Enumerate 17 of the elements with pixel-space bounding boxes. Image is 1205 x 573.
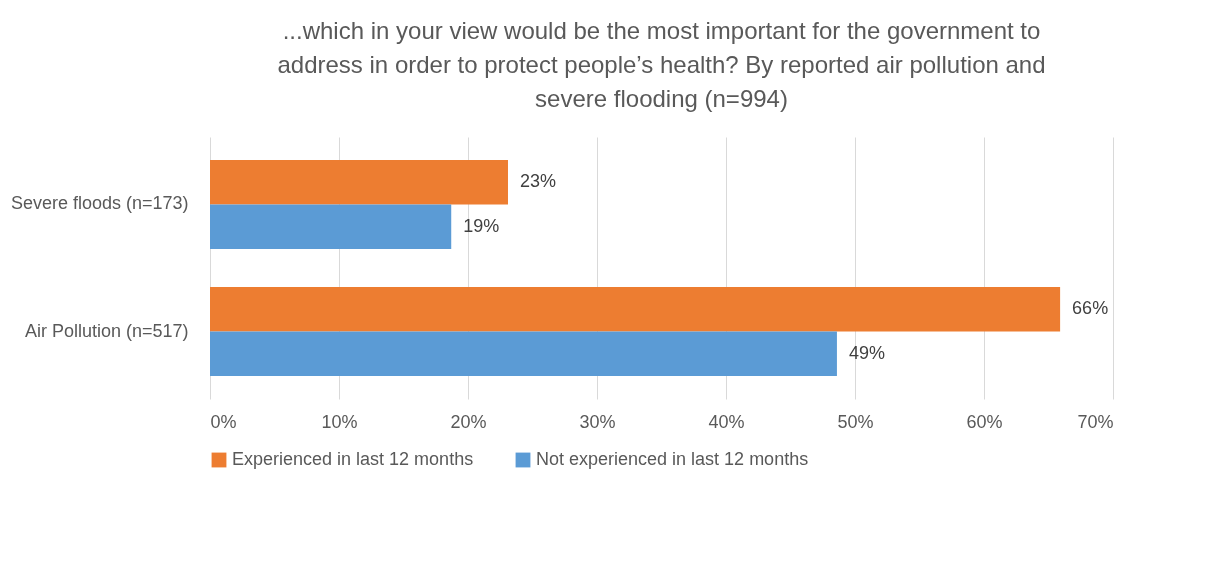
data-label: 19% [463,215,500,236]
legend-label: Experienced in last 12 months [232,449,474,469]
legend-label: Not experienced in last 12 months [536,449,809,469]
x-tick-label: 60% [966,411,1003,432]
x-tick-label: 30% [579,411,616,432]
x-tick-label: 0% [210,411,237,432]
data-label: 23% [519,171,557,192]
x-tick-label: 40% [708,411,745,432]
x-tick-label: 70% [1077,411,1114,432]
x-tick-label: 20% [450,411,487,432]
x-tick-label: 10% [321,411,358,432]
chart-title: ...which in your view would be the most important for the government to address in order to protect people’s health? By reported air pollution and severe flooding (n=994) [277,17,1046,112]
x-tick-label: 50% [837,411,874,432]
y-tick-label: Air Pollution (n=517) [24,320,189,341]
y-tick-label: Severe floods (n=173) [10,193,189,214]
data-label: 49% [848,342,885,363]
data-label: 66% [1072,298,1109,319]
